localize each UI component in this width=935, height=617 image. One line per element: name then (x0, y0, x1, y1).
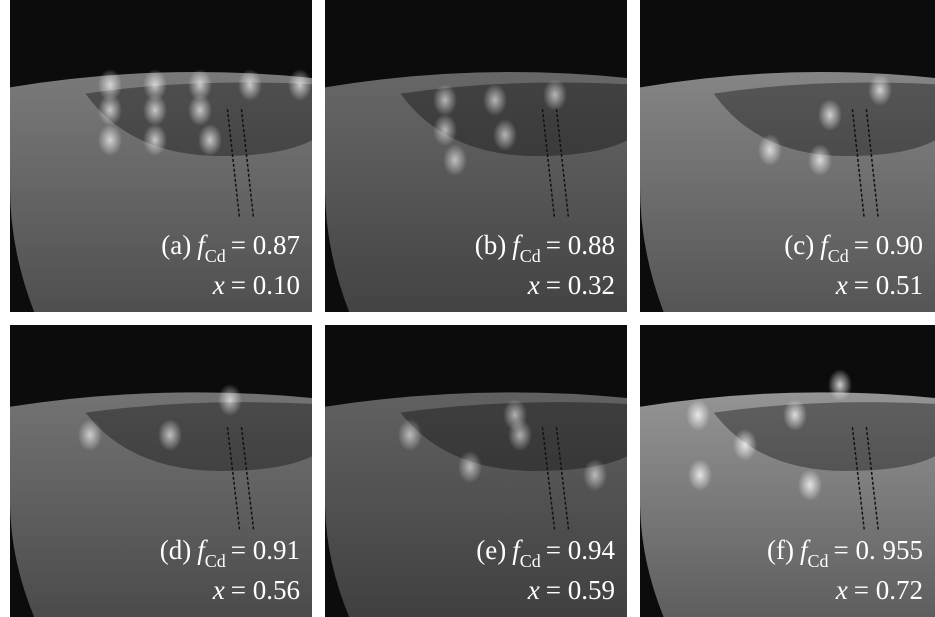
f-value: = 0.88 (546, 230, 615, 260)
f-subscript: Cd (520, 551, 541, 571)
f-value: = 0.94 (546, 535, 616, 565)
rheed-panel: (a)fCd= 0.87x= 0.10 (10, 0, 312, 312)
diffraction-spot (828, 369, 852, 401)
diffraction-spot (158, 419, 182, 451)
panel-label: (c) (784, 230, 814, 260)
x-value: = 0.10 (231, 270, 300, 300)
f-subscript: Cd (828, 246, 849, 266)
f-subscript: Cd (205, 551, 226, 571)
figure: (a)fCd= 0.87x= 0.10(b)fCd= 0.88x= 0.32(c… (0, 0, 935, 617)
diffraction-spot (218, 384, 242, 416)
diffraction-spot (493, 119, 517, 151)
diffraction-spot (818, 99, 842, 131)
f-subscript: Cd (205, 246, 226, 266)
diffraction-spot (188, 94, 212, 126)
panel-label: (a) (161, 230, 191, 260)
x-value: = 0.59 (546, 575, 615, 605)
rheed-panel: (d)fCd= 0.91x= 0.56 (10, 325, 312, 617)
diffraction-spot (686, 399, 710, 431)
diffraction-spot (78, 419, 102, 451)
x-symbol: x (212, 270, 225, 300)
diffraction-spot (288, 69, 312, 101)
x-value: = 0.51 (854, 270, 923, 300)
x-symbol: x (527, 270, 540, 300)
f-value: = 0.87 (231, 230, 300, 260)
panel-label: (f) (767, 535, 794, 565)
diffraction-spot (868, 74, 892, 106)
diffraction-spot (198, 124, 222, 156)
x-symbol: x (835, 270, 848, 300)
rheed-panel: (e)fCd= 0.94x= 0.59 (325, 325, 627, 617)
diffraction-spot (433, 114, 457, 146)
rheed-panel: (c)fCd= 0.90x= 0.51 (640, 0, 935, 312)
diffraction-spot (733, 429, 757, 461)
diffraction-spot (98, 124, 122, 156)
panel-label: (d) (160, 535, 191, 565)
panel-label: (e) (476, 535, 506, 565)
f-value: = 0.90 (854, 230, 923, 260)
x-symbol: x (835, 575, 848, 605)
x-symbol: x (527, 575, 540, 605)
diffraction-spot (508, 419, 532, 451)
panel-label: (b) (475, 230, 506, 260)
diffraction-spot (443, 144, 467, 176)
diffraction-spot (543, 79, 567, 111)
rheed-panel: (b)fCd= 0.88x= 0.32 (325, 0, 627, 312)
diffraction-spot (808, 144, 832, 176)
diffraction-spot (688, 459, 712, 491)
diffraction-spot (433, 84, 457, 116)
diffraction-spot (458, 451, 482, 483)
x-value: = 0.32 (546, 270, 615, 300)
diffraction-spot (143, 124, 167, 156)
f-subscript: Cd (808, 551, 829, 571)
diffraction-spot (783, 399, 807, 431)
diffraction-spot (398, 419, 422, 451)
diffraction-spot (798, 469, 822, 501)
diffraction-spot (758, 134, 782, 166)
x-value: = 0.72 (854, 575, 923, 605)
f-value: = 0. 955 (834, 535, 923, 565)
diffraction-spot (143, 94, 167, 126)
diffraction-spot (238, 69, 262, 101)
x-symbol: x (212, 575, 225, 605)
diffraction-spot (583, 459, 607, 491)
f-value: = 0.91 (231, 535, 300, 565)
rheed-panel: (f)fCd= 0. 955x= 0.72 (640, 325, 935, 617)
diffraction-spot (483, 84, 507, 116)
diffraction-spot (98, 94, 122, 126)
x-value: = 0.56 (231, 575, 300, 605)
f-subscript: Cd (520, 246, 541, 266)
